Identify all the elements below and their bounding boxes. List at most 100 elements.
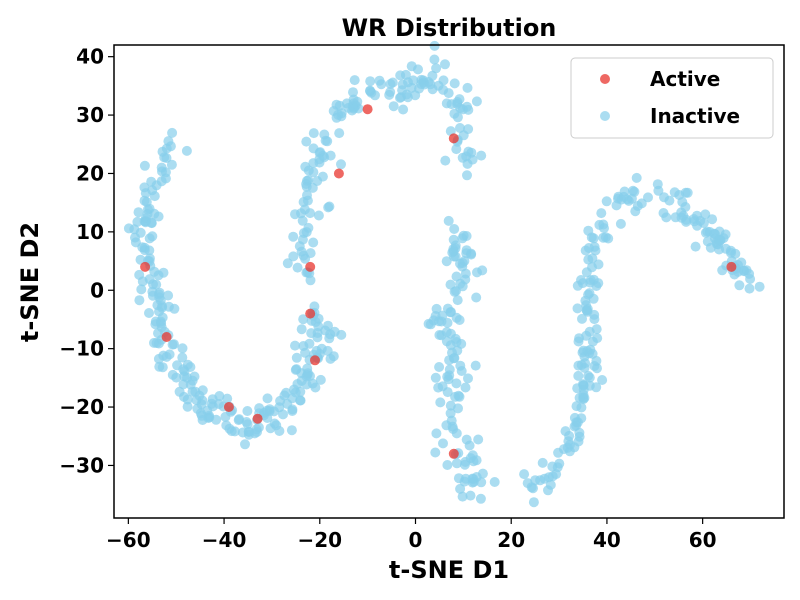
inactive-point	[445, 408, 456, 419]
active-point	[140, 261, 151, 272]
inactive-point	[365, 86, 376, 97]
inactive-point	[519, 469, 530, 480]
inactive-point	[433, 382, 444, 393]
inactive-point	[287, 404, 298, 415]
inactive-point	[349, 75, 360, 86]
inactive-point	[305, 208, 316, 219]
inactive-point	[451, 458, 462, 469]
inactive-point	[441, 327, 452, 338]
inactive-point	[139, 245, 150, 256]
inactive-point	[310, 317, 321, 327]
inactive-point	[440, 155, 451, 166]
inactive-point	[374, 75, 385, 86]
active-point	[223, 402, 234, 412]
inactive-point	[301, 379, 312, 390]
inactive-point	[680, 202, 691, 212]
inactive-point	[443, 215, 454, 226]
inactive-point	[613, 193, 623, 204]
inactive-point	[465, 490, 476, 501]
inactive-point	[441, 256, 452, 267]
inactive-point	[297, 215, 308, 226]
y-tick-label: 30	[76, 103, 104, 127]
inactive-point	[182, 401, 193, 412]
inactive-point	[449, 78, 460, 89]
inactive-point	[475, 493, 486, 504]
inactive-point	[689, 216, 700, 227]
inactive-point	[240, 439, 250, 450]
inactive-point	[466, 249, 477, 260]
inactive-point	[583, 225, 594, 236]
inactive-point	[451, 312, 462, 323]
inactive-point	[290, 340, 300, 351]
inactive-point	[139, 195, 150, 206]
inactive-point	[632, 201, 643, 211]
inactive-point	[133, 207, 144, 218]
inactive-point	[427, 70, 438, 81]
inactive-point	[308, 237, 319, 248]
inactive-point	[468, 474, 479, 484]
inactive-point	[739, 265, 750, 276]
inactive-point	[429, 54, 440, 65]
inactive-point	[576, 402, 587, 413]
x-tick-label: −60	[106, 528, 151, 552]
inactive-point	[298, 197, 309, 207]
y-tick-label: 0	[90, 278, 104, 302]
inactive-point	[445, 340, 456, 351]
inactive-point	[661, 212, 672, 223]
inactive-point	[593, 278, 604, 289]
inactive-point	[163, 290, 174, 301]
inactive-point	[451, 428, 462, 439]
inactive-point	[454, 391, 465, 402]
plot-frame	[113, 44, 785, 519]
inactive-point	[447, 347, 457, 358]
legend: Active Inactive	[570, 57, 774, 139]
inactive-point	[591, 355, 602, 366]
inactive-point	[429, 40, 440, 51]
inactive-point	[463, 146, 474, 157]
inactive-point	[456, 366, 467, 376]
inactive-point	[161, 153, 172, 163]
inactive-point	[615, 218, 626, 229]
x-tick-label: 20	[497, 528, 525, 552]
inactive-point	[279, 390, 290, 401]
inactive-point	[698, 218, 709, 229]
inactive-point	[587, 336, 598, 347]
inactive-point	[406, 61, 417, 72]
inactive-point	[434, 362, 445, 372]
inactive-point	[331, 99, 342, 110]
inactive-point	[589, 314, 600, 325]
inactive-point	[591, 382, 602, 393]
inactive-point	[596, 208, 607, 219]
inactive-point	[177, 343, 188, 354]
inactive-point	[579, 362, 590, 373]
chart-title: WR Distribution	[342, 14, 557, 42]
inactive-point	[291, 352, 302, 363]
inactive-point	[449, 286, 460, 297]
inactive-point	[682, 187, 693, 198]
inactive-point	[329, 326, 340, 337]
y-tick-label: 20	[76, 161, 104, 185]
inactive-point	[130, 237, 141, 248]
inactive-point	[572, 303, 583, 314]
inactive-point	[336, 159, 346, 170]
inactive-point	[196, 410, 207, 421]
inactive-point	[473, 434, 484, 445]
inactive-point	[707, 214, 718, 225]
inactive-point	[455, 483, 466, 494]
inactive-point	[477, 468, 488, 479]
inactive-point	[302, 368, 313, 379]
inactive-point	[681, 216, 692, 227]
inactive-point	[449, 224, 460, 234]
inactive-point	[580, 295, 591, 306]
inactive-point	[528, 497, 539, 508]
legend-label-active: Active	[650, 67, 720, 91]
inactive-point	[304, 338, 315, 349]
inactive-point	[626, 193, 637, 204]
inactive-point	[569, 442, 580, 453]
inactive-point	[222, 393, 233, 404]
inactive-point	[425, 79, 436, 90]
inactive-point	[157, 362, 168, 373]
inactive-point	[461, 434, 472, 445]
inactive-point	[431, 428, 442, 439]
inactive-point	[147, 231, 158, 242]
